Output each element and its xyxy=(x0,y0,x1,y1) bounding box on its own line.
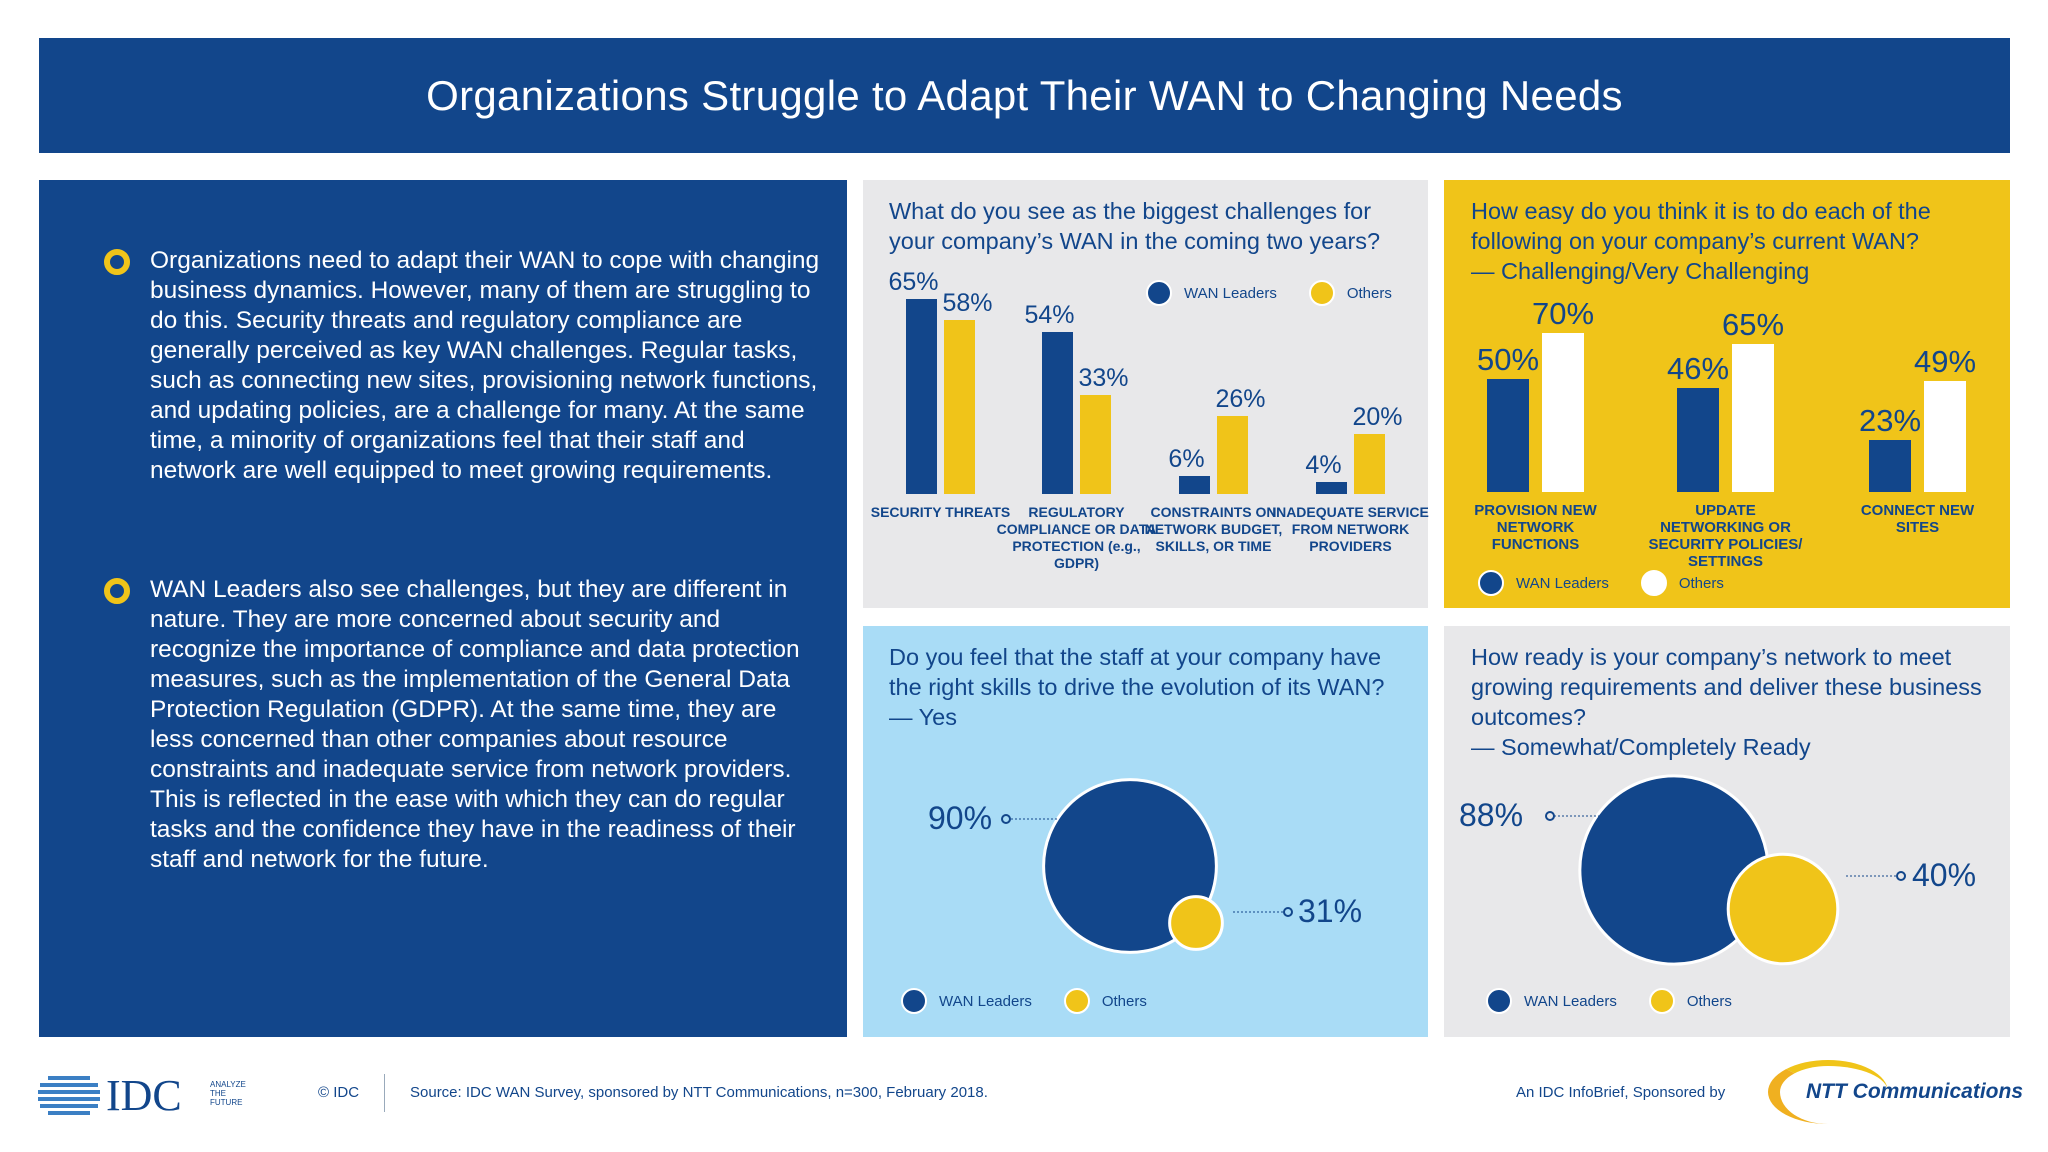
data-label: 40% xyxy=(1911,857,1977,893)
bar-others xyxy=(1217,416,1248,494)
legend-label: WAN Leaders xyxy=(1524,992,1617,1010)
source-note: Source: IDC WAN Survey, sponsored by NTT… xyxy=(410,1084,988,1101)
data-label: 46% xyxy=(1666,350,1730,386)
challenges-chart-panel: What do you see as the biggest challenge… xyxy=(863,180,1429,608)
data-label: 23% xyxy=(1858,402,1922,438)
bar-wan-leaders xyxy=(906,299,937,494)
bar-others xyxy=(1732,344,1774,492)
chart-title: How easy do you think it is to do each o… xyxy=(1471,198,1931,254)
data-label: 58% xyxy=(942,289,993,317)
bubble-others xyxy=(1168,895,1224,951)
ntt-logo: NTT Communications xyxy=(1806,1080,2024,1103)
legend: WAN Leaders Others xyxy=(1478,570,1724,596)
category-label: REGULATORY COMPLIANCE OR DATA PROTECTION… xyxy=(996,504,1157,571)
legend-swatch-others xyxy=(1648,988,1675,1014)
leader-dot-icon xyxy=(1545,811,1555,821)
header-banner: Organizations Struggle to Adapt Their WA… xyxy=(39,38,2010,153)
chart-title: What do you see as the biggest challenge… xyxy=(889,198,1381,254)
data-label: 33% xyxy=(1078,364,1129,392)
legend-label: WAN Leaders xyxy=(1516,574,1609,592)
leader-dot-icon xyxy=(1896,871,1906,881)
data-label: 20% xyxy=(1352,403,1403,431)
idc-logo: IDC xyxy=(106,1071,182,1120)
legend-swatch-wan-leaders xyxy=(901,988,927,1014)
chart-subtitle: — Somewhat/Completely Ready xyxy=(1471,734,1811,760)
summary-paragraph-1: Organizations need to adapt their WAN to… xyxy=(150,247,820,484)
legend-swatch-wan-leaders xyxy=(1486,988,1512,1014)
footer: IDC ANALYZE THE FUTURE © IDC Source: IDC… xyxy=(0,1060,2048,1130)
legend-swatch-wan-leaders xyxy=(1146,280,1172,306)
data-label: 49% xyxy=(1913,343,1977,379)
legend-label: Others xyxy=(1678,574,1724,592)
legend-swatch-others xyxy=(1063,988,1090,1014)
data-label: 88% xyxy=(1458,797,1524,833)
bubble-chart xyxy=(1545,774,1906,966)
data-label: 50% xyxy=(1476,341,1540,377)
bar-others xyxy=(1924,380,1966,492)
chart-title: How ready is your company’s network to m… xyxy=(1471,644,1982,730)
idc-globe-icon xyxy=(38,1074,100,1116)
divider xyxy=(384,1074,385,1112)
legend-swatch-wan-leaders xyxy=(1478,570,1504,596)
copyright: © IDC xyxy=(318,1084,360,1101)
data-label: 90% xyxy=(927,800,993,836)
category-label: SECURITY THREATS xyxy=(870,504,1011,520)
category-label: PROVISION NEW NETWORK FUNCTIONS xyxy=(1474,502,1597,553)
skills-chart-panel: Do you feel that the staff at your compa… xyxy=(863,626,1428,1037)
bar-wan-leaders xyxy=(1869,439,1911,492)
legend-label: WAN Leaders xyxy=(1184,284,1277,302)
category-label: INADEQUATE SERVICE FROM NETWORK PROVIDER… xyxy=(1272,504,1429,554)
summary-panel: Organizations need to adapt their WAN to… xyxy=(39,180,847,1037)
legend: WAN Leaders Others xyxy=(1486,988,1732,1014)
legend-label: WAN Leaders xyxy=(939,992,1032,1010)
bar-wan-leaders xyxy=(1487,378,1529,492)
bubble-chart xyxy=(1001,778,1293,954)
data-label: 65% xyxy=(1721,307,1785,343)
bar-wan-leaders xyxy=(1677,387,1719,492)
bar-others xyxy=(944,320,975,494)
category-label: UPDATE NETWORKING OR SECURITY POLICIES/ … xyxy=(1648,502,1803,570)
bar-others xyxy=(1542,333,1584,492)
data-label: 31% xyxy=(1297,893,1363,929)
data-label: 4% xyxy=(1305,451,1342,479)
sponsor-text: An IDC InfoBrief, Sponsored by xyxy=(1516,1084,1726,1101)
data-label: 54% xyxy=(1024,301,1075,329)
readiness-chart-panel: How ready is your company’s network to m… xyxy=(1444,626,2010,1037)
data-label: 6% xyxy=(1168,445,1205,473)
bar-wan-leaders xyxy=(1042,332,1073,494)
bar-wan-leaders xyxy=(1179,476,1210,494)
leader-dot-icon xyxy=(1283,907,1293,917)
leader-dot-icon xyxy=(1001,814,1011,824)
data-label: 70% xyxy=(1531,296,1595,332)
legend-label: Others xyxy=(1686,992,1732,1010)
legend: WAN Leaders Others xyxy=(1146,280,1392,306)
bar-others xyxy=(1354,434,1385,494)
bubble-others xyxy=(1726,852,1840,966)
legend: WAN Leaders Others xyxy=(901,988,1147,1014)
data-label: 65% xyxy=(888,268,939,296)
bar-wan-leaders xyxy=(1316,482,1347,494)
idc-tagline: ANALYZE THE FUTURE xyxy=(210,1080,246,1107)
chart-subtitle: — Challenging/Very Challenging xyxy=(1471,258,1810,284)
bullet-ring-icon xyxy=(104,249,130,275)
category-label: CONNECT NEW SITES xyxy=(1860,502,1975,536)
category-label: CONSTRAINTS ON NETWORK BUDGET, SKILLS, O… xyxy=(1144,504,1283,554)
bar-others xyxy=(1080,395,1111,494)
legend-swatch-others xyxy=(1640,570,1667,596)
page-title: Organizations Struggle to Adapt Their WA… xyxy=(426,71,1623,119)
chart-title: Do you feel that the staff at your compa… xyxy=(889,644,1385,730)
legend-label: Others xyxy=(1101,992,1147,1010)
legend-swatch-others xyxy=(1308,280,1335,306)
summary-paragraph-2: WAN Leaders also see challenges, but the… xyxy=(150,576,800,873)
ease-chart-panel: How easy do you think it is to do each o… xyxy=(1444,180,2010,608)
data-label: 26% xyxy=(1215,385,1266,413)
bullet-ring-icon xyxy=(104,578,130,604)
legend-label: Others xyxy=(1346,284,1392,302)
